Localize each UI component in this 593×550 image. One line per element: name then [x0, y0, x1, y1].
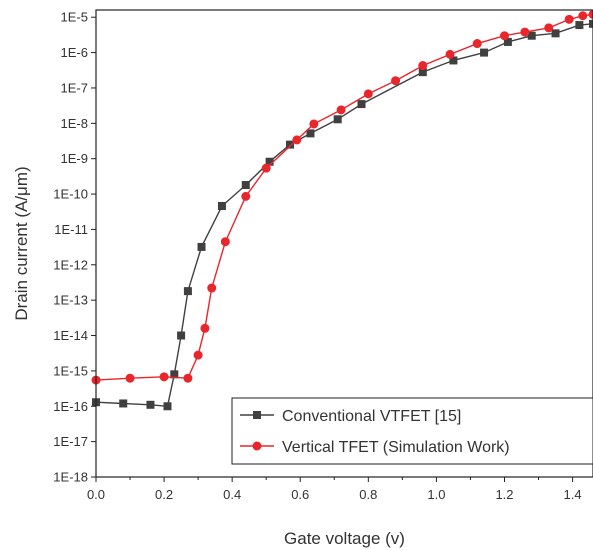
y-tick-label: 1E-12 [53, 257, 88, 272]
data-point [336, 105, 346, 115]
series-conventional-vtfet [92, 19, 593, 411]
data-point [163, 402, 172, 411]
legend-label: Conventional VTFET [15] [282, 408, 461, 425]
y-tick-label: 1E-7 [61, 80, 88, 95]
data-point [217, 201, 226, 210]
data-point [170, 370, 179, 379]
data-point [183, 287, 192, 296]
data-point [197, 242, 206, 251]
x-tick-label: 0.2 [155, 487, 173, 502]
data-point [480, 48, 489, 57]
legend: Conventional VTFET [15] Vertical TFET (Si… [231, 397, 593, 465]
data-point [333, 115, 342, 124]
data-point [200, 323, 210, 333]
legend-marker-square [253, 411, 261, 419]
data-point [261, 163, 271, 173]
plot-area-frame [95, 9, 593, 478]
data-point [391, 76, 401, 86]
data-point [193, 350, 203, 360]
x-tick-label: 0.8 [359, 487, 377, 502]
y-tick-label: 1E-15 [53, 363, 88, 378]
y-tick-label: 1E-8 [61, 116, 88, 131]
y-tick-label: 1E-10 [53, 187, 88, 202]
y-tick-label: 1E-13 [53, 293, 88, 308]
data-point [575, 21, 584, 30]
series-line [95, 13, 593, 381]
x-tick-label: 1.0 [427, 487, 445, 502]
y-tick-label: 1E-16 [53, 399, 88, 414]
y-tick-label: 1E-17 [53, 434, 88, 449]
data-point [503, 37, 512, 46]
data-point [520, 27, 530, 37]
data-point [286, 140, 295, 149]
data-point [119, 399, 128, 408]
y-axis-label: Drain current (A/μm) [12, 166, 31, 320]
data-point [589, 19, 593, 28]
data-point [544, 23, 554, 33]
y-tick-label: 1E-11 [54, 222, 88, 237]
data-point [146, 400, 155, 409]
data-point [125, 373, 135, 383]
legend-label: Vertical TFET (Simulation Work) [282, 439, 510, 456]
y-tick-label: 1E-14 [53, 328, 88, 343]
series-line [95, 23, 593, 408]
data-point [159, 372, 169, 382]
series-vertical-tfet [91, 9, 593, 385]
x-tick-label: 0.4 [223, 487, 241, 502]
data-point [472, 39, 482, 49]
data-point [449, 56, 458, 65]
y-tick-label: 1E-9 [61, 151, 88, 166]
data-point [265, 157, 274, 166]
data-point [241, 191, 251, 201]
data-point [292, 135, 302, 145]
x-tick-label: 0.6 [291, 487, 309, 502]
data-point [306, 129, 315, 138]
data-point [357, 100, 366, 109]
x-tick-label: 0.0 [87, 487, 105, 502]
data-point [499, 31, 509, 41]
data-point [220, 237, 230, 247]
data-point [207, 283, 217, 293]
data-point [363, 89, 373, 99]
x-tick-label: 1.4 [564, 487, 582, 502]
legend-marker-circle [252, 441, 262, 451]
data-point [241, 181, 250, 190]
data-point [551, 29, 560, 38]
data-point [418, 68, 427, 77]
data-point [588, 9, 593, 19]
data-point [418, 61, 428, 71]
y-tick-label: 1E-6 [61, 45, 88, 60]
data-point [177, 331, 186, 340]
legend-box [231, 397, 593, 465]
y-tick-label: 1E-18 [53, 470, 88, 485]
data-point [527, 31, 536, 40]
data-point [578, 11, 588, 21]
data-point [183, 373, 193, 383]
data-point [445, 49, 455, 59]
data-point [564, 14, 574, 24]
y-tick-label: 1E-5 [61, 10, 88, 25]
x-axis-label: Gate voltage (v) [284, 529, 405, 548]
x-tick-label: 1.2 [495, 487, 513, 502]
data-point [309, 119, 319, 129]
